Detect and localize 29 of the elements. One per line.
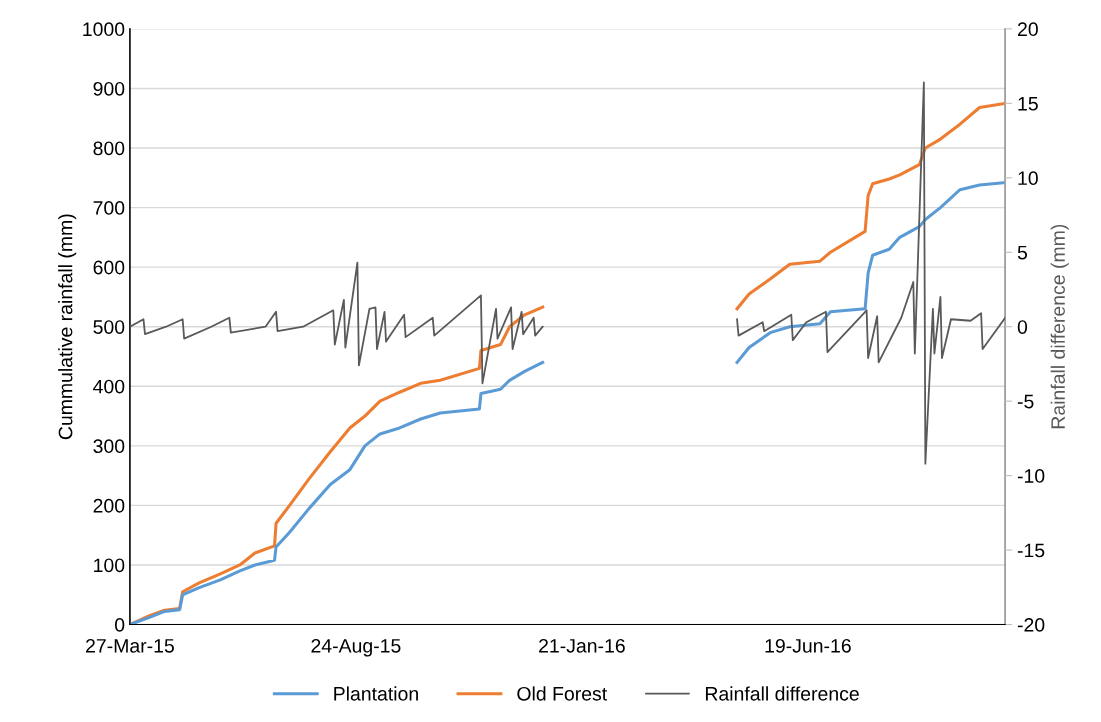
y2-tick-label: -5: [1017, 394, 1034, 409]
y-tick-label: 900: [93, 81, 125, 96]
y-axis-title: Cummulative rainfall (mm): [58, 214, 77, 440]
x-tick-label: 24-Aug-15: [311, 638, 401, 657]
y-tick-label: 0: [115, 618, 125, 632]
y-tick-label: 1000: [83, 22, 125, 37]
y2-tick-label: 15: [1018, 97, 1038, 111]
x-tick-label: 21-Jan-16: [539, 638, 625, 653]
y2-tick-label: 10: [1018, 171, 1038, 186]
y2-tick-label: -15: [1017, 543, 1045, 558]
y2-tick-label: 20: [1018, 22, 1038, 37]
y-tick-label: 400: [93, 379, 125, 394]
x-tick-label: 19-Jun-16: [765, 638, 851, 653]
legend-label: Plantation: [334, 686, 418, 701]
y-tick-label: 500: [93, 320, 125, 334]
y2-tick-label: 0: [1017, 320, 1028, 334]
y-tick-label: 700: [93, 201, 125, 215]
y-tick-label: 300: [93, 439, 125, 454]
legend-label: Old Forest: [517, 686, 608, 701]
y-tick-label: 100: [94, 558, 125, 573]
y2-tick-label: -10: [1017, 469, 1045, 483]
y2-axis-title: Rainfall difference (mm): [1050, 224, 1069, 429]
y2-tick-label: 5: [1017, 245, 1028, 260]
x-tick-label: 27-Mar-15: [86, 638, 174, 653]
legend-label: Rainfall difference: [705, 686, 859, 701]
y2-tick-label: -20: [1017, 618, 1045, 632]
y-tick-label: 800: [93, 141, 125, 156]
y-tick-label: 200: [93, 498, 125, 513]
y-tick-label: 600: [93, 260, 125, 275]
